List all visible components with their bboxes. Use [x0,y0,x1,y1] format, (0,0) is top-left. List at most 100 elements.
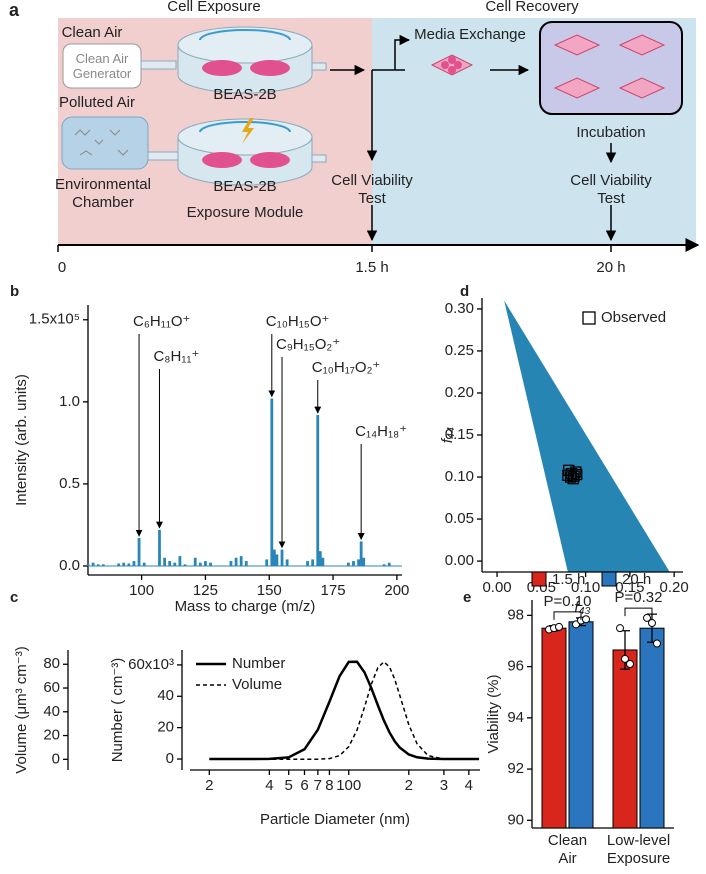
timeline-label: 20 h [596,259,626,276]
data-point [564,471,577,483]
panel-letter: c [10,589,18,606]
y-tick-label: 1.5x10⁵ [29,311,80,328]
annotation: C₈H₁₁⁺ [153,348,199,365]
annotation: C₆H₁₁O⁺ [133,313,190,330]
x-tick-label: 175 [321,582,346,599]
section-title: Cell Recovery [485,0,579,15]
bar [275,554,279,566]
y-tick-label: 0.30 [445,300,474,317]
molecule-icons [74,129,129,156]
bar [270,398,274,566]
bar [280,549,284,566]
annotation: P=0.10 [544,593,592,610]
bar [117,563,121,566]
y-tick-label: 94 [507,709,524,726]
data-line [209,660,480,761]
bar [101,564,105,566]
bar [239,556,243,566]
incubator [539,21,683,115]
bar [86,564,90,566]
bar [122,562,126,566]
y-tick-label: 0.20 [445,384,474,401]
panel-letter: a [8,0,20,20]
plate-icon [430,54,474,76]
y-tick-label: 0.25 [445,342,474,359]
legend-label: 1.5 h [552,571,585,588]
data-point [621,654,629,663]
tube [140,60,177,70]
x-tick-label: Clean Air [547,832,588,867]
timeline-label: 0 [57,259,67,276]
tube [147,151,179,161]
legend-swatch [531,571,547,587]
x-tick-label: 100 [129,582,154,599]
x-tick-label: Low-level Exposure [606,832,671,867]
legend-label: 20 h [622,571,651,588]
bar [321,557,325,566]
x-tick-label: 0.20 [660,579,689,596]
x-tick-label: 200 [384,582,409,599]
y-tick-label: 20 [43,727,60,744]
label: Exposure Module [186,204,304,221]
timeline-label: 1.5 h [355,259,389,276]
data-point [562,469,574,481]
y-tick-label: 0.05 [445,510,474,527]
legend-label: Observed [601,309,666,326]
x-tick-label: 8 [325,777,333,794]
x-tick-label: 0.15 [615,579,644,596]
dish [177,118,327,186]
bar [318,551,322,566]
y-tick-label: 92 [507,760,524,777]
x-tick-label: 0.10 [571,579,600,596]
bar [137,538,141,566]
bar [346,562,350,566]
bar [285,559,289,566]
y-tick-label: 80 [43,655,60,672]
bar [352,561,355,566]
x-tick-label: 2 [205,777,213,794]
y-axis-label: Intensity (arb. units) [13,374,30,506]
bar [168,561,172,566]
y-tick-label: 0.10 [445,468,474,485]
data-point [582,615,590,624]
bar [229,561,233,566]
bar [357,559,361,566]
bar [244,561,248,566]
bar [132,561,136,566]
label: Environmental Chamber [55,176,151,211]
bar [359,541,363,566]
y-tick-label: 0.00 [445,552,474,569]
legend-label: Number [232,655,285,672]
annotation: C₁₀H₁₅O⁺ [266,313,330,330]
bar [234,557,238,566]
chamber-box [61,116,149,170]
bar [204,561,207,566]
annotation: P=0.32 [615,589,663,606]
data-line [209,660,480,761]
data-point [555,622,563,631]
y-tick-label: 20 [157,719,174,736]
label: Clean Air [61,24,123,41]
data-point [626,660,634,669]
x-tick-label: 150 [257,582,282,599]
bar [209,562,212,566]
data-point [568,470,580,482]
flow-arrows [57,34,700,252]
y-tick-label: 0.0 [59,557,80,574]
annotation: C₁₀H₁₇O₂⁺ [312,359,381,376]
data-point [648,619,656,628]
y-tick-label: 60 [43,679,60,696]
bar [272,549,276,566]
bar [96,564,100,566]
y-tick-label: 1.0 [59,393,80,410]
x-tick-label: 2 [405,777,413,794]
region [504,300,670,572]
y-tick-label: 0.5 [59,475,80,492]
x-tick-label: 3 [440,777,448,794]
panel-letter: d [460,283,469,300]
x-tick-label: 0.00 [482,579,511,596]
y-tick-label: 96 [507,658,524,675]
y-tick-label: 0 [166,750,174,767]
label: Media Exchange [414,26,526,43]
bar [362,557,366,566]
